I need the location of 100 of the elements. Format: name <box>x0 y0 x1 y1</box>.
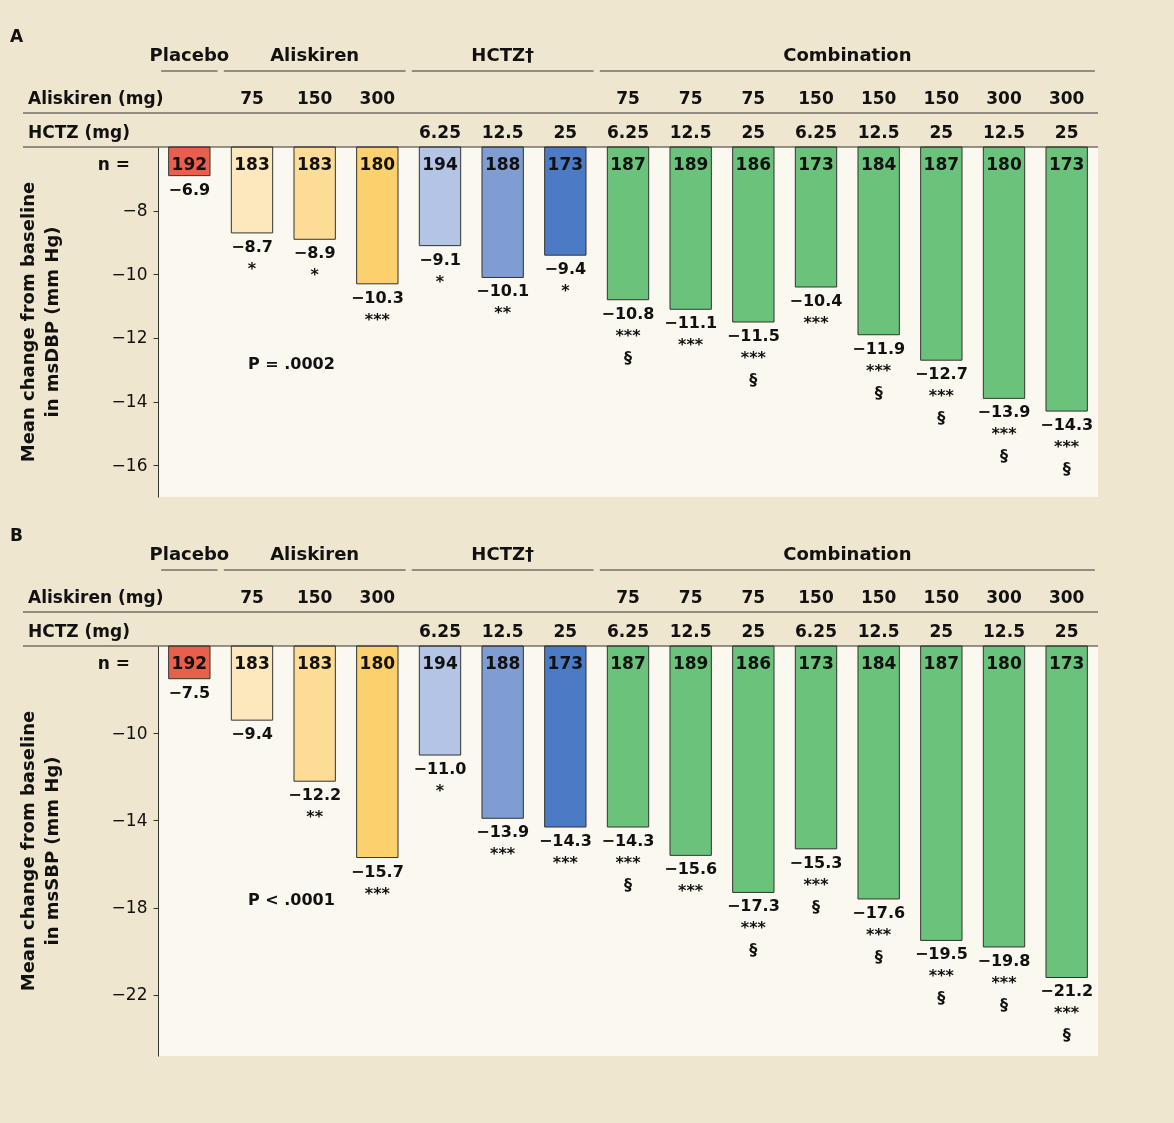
annotation: 189 <box>672 154 709 174</box>
text: Aliskiren <box>270 44 360 65</box>
annotation: P = .0002 <box>248 354 335 373</box>
data-label: −19.5 *** § <box>914 944 968 1008</box>
data-label: −14.3 *** § <box>601 831 655 895</box>
data-label: −9.1 * <box>419 249 461 291</box>
category-label: 150 12.5 <box>857 587 900 641</box>
data-label: −13.9 *** § <box>977 402 1031 466</box>
y-tick-label: −14 <box>111 809 148 830</box>
data-label: −21.2 *** § <box>1040 981 1094 1045</box>
data-label: −15.6 *** <box>664 859 718 901</box>
annotation: 194 <box>422 154 458 174</box>
data-label: −13.9 *** <box>476 822 530 864</box>
category-label: 75 6.25 <box>607 88 649 142</box>
category-label: 300 12.5 <box>983 88 1025 142</box>
x-tick-label: 300 <box>359 587 396 607</box>
text: Combination <box>783 44 912 65</box>
x-tick-label: 12.5 <box>481 621 524 641</box>
annotation: 180 <box>986 154 1022 174</box>
annotation: 173 <box>547 154 584 174</box>
annotation: 173 <box>1048 154 1085 174</box>
y-tick-label: −22 <box>111 984 148 1005</box>
category-label: 300 12.5 <box>983 587 1025 641</box>
y-axis-title: Mean change from baseline in msSBP (mm Hg) <box>17 710 62 992</box>
y-tick-label: −14 <box>111 391 148 412</box>
x-tick-label: 25 <box>553 122 578 142</box>
text: HCTZ (mg) <box>28 621 130 641</box>
annotation: 187 <box>923 154 960 174</box>
category-label: 75 12.5 <box>669 587 712 641</box>
text: Combination <box>783 543 912 564</box>
data-label: −8.9 * <box>293 243 336 285</box>
data-label: −10.3 *** <box>350 287 404 329</box>
data-label: −14.3 *** § <box>1040 415 1094 479</box>
data-label: −14.3 *** <box>538 831 592 873</box>
text: n = <box>97 653 130 673</box>
text: HCTZ† <box>471 44 534 65</box>
data-label: −7.5 <box>168 682 211 702</box>
text: HCTZ† <box>471 543 534 564</box>
annotation: 189 <box>672 653 709 673</box>
y-tick-label: −18 <box>111 897 148 918</box>
data-label: −10.4 *** <box>789 291 843 332</box>
annotation: 194 <box>422 653 458 673</box>
category-label: 150 12.5 <box>857 88 900 142</box>
data-label: −11.0 * <box>413 759 467 801</box>
annotation: 183 <box>234 653 270 673</box>
x-tick-label: 75 <box>240 587 264 607</box>
annotation: 184 <box>860 154 897 174</box>
annotation: 183 <box>296 154 333 174</box>
annotation: 188 <box>484 154 521 174</box>
category-label: 150 6.25 <box>795 587 837 641</box>
x-tick-label: 300 <box>359 88 396 108</box>
data-label: −11.1 *** <box>664 313 718 355</box>
x-tick-label: 150 <box>296 88 333 108</box>
category-label: 300 25 <box>1048 88 1085 142</box>
annotation: 192 <box>171 154 208 174</box>
category-label: 150 6.25 <box>795 88 837 142</box>
data-label: −10.8 *** § <box>601 303 655 367</box>
annotation: 180 <box>359 154 396 174</box>
text: Aliskiren <box>270 543 360 564</box>
annotation: 187 <box>923 653 960 673</box>
category-label: 150 25 <box>923 88 960 142</box>
data-label: −12.7 *** § <box>914 364 968 428</box>
annotation: 186 <box>735 154 772 174</box>
x-tick-label: 75 <box>240 88 264 108</box>
annotation: 188 <box>484 653 521 673</box>
annotation: 187 <box>610 154 646 174</box>
annotation: 183 <box>234 154 270 174</box>
data-label: −17.3 *** § <box>726 896 780 960</box>
annotation: 173 <box>1048 653 1085 673</box>
text: A <box>10 26 24 46</box>
x-tick-label: 150 <box>296 587 333 607</box>
data-label: −15.7 *** <box>350 861 404 903</box>
y-tick-label: −8 <box>122 200 148 221</box>
text: Placebo <box>149 543 230 564</box>
text: Aliskiren (mg) <box>28 88 164 108</box>
category-label: 75 12.5 <box>669 88 712 142</box>
annotation: 183 <box>296 653 333 673</box>
y-tick-label: −10 <box>111 722 148 743</box>
category-label: 75 25 <box>741 587 766 641</box>
y-tick-label: −16 <box>111 454 148 475</box>
text: n = <box>97 154 130 174</box>
annotation: 173 <box>798 154 834 174</box>
data-label: −11.9 *** § <box>852 338 906 402</box>
y-axis-title: Mean change from baseline in msDBP (mm Hg) <box>17 181 62 463</box>
category-label: 150 25 <box>923 587 960 641</box>
category-label: 75 6.25 <box>607 587 649 641</box>
data-label: −15.3 *** § <box>789 852 843 916</box>
category-label: 75 25 <box>741 88 766 142</box>
annotation: 173 <box>798 653 834 673</box>
data-label: −19.8 *** § <box>977 950 1031 1014</box>
data-label: −8.7 * <box>231 236 273 278</box>
data-label: −11.5 *** § <box>726 326 780 389</box>
annotation: P < .0001 <box>248 890 335 910</box>
x-tick-label: 6.25 <box>419 122 461 142</box>
annotation: 180 <box>986 653 1022 673</box>
data-label: −12.2 ** <box>288 785 342 827</box>
annotation: 180 <box>359 653 396 673</box>
x-tick-label: 12.5 <box>481 122 524 142</box>
data-label: −6.9 <box>168 179 211 199</box>
text: HCTZ (mg) <box>28 122 130 142</box>
